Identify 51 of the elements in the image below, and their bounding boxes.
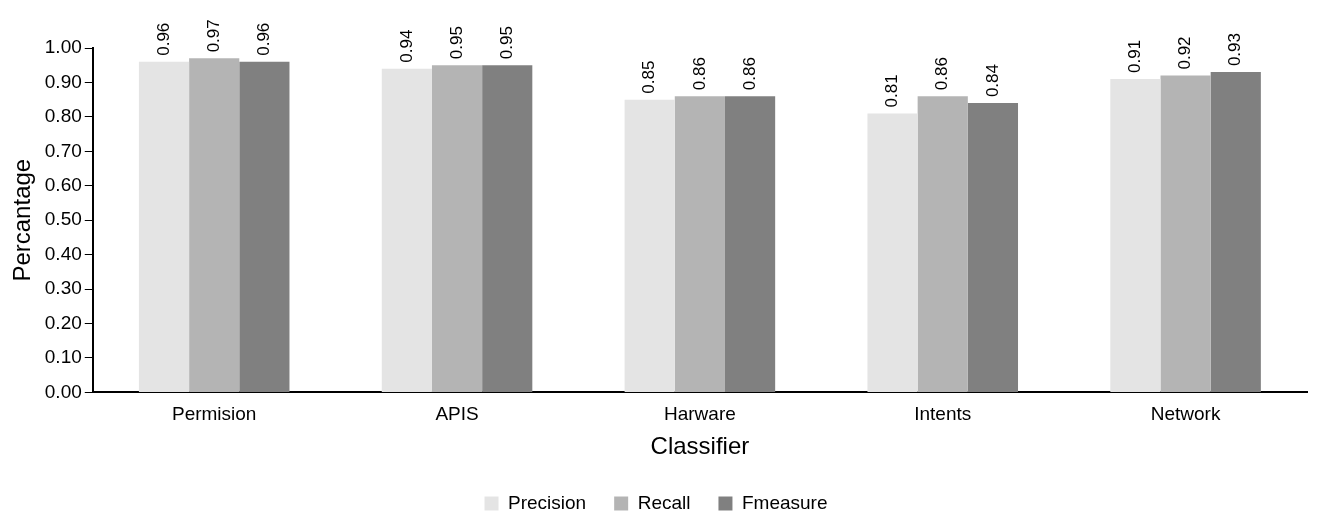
y-tick-label: 0.50 — [44, 208, 82, 230]
y-tick-label: 0.30 — [44, 277, 82, 299]
x-tick-label: Intents — [914, 403, 972, 425]
y-tick-label: 1.00 — [44, 36, 82, 58]
y-tick-label: 0.70 — [44, 139, 82, 161]
bar — [967, 103, 1019, 392]
data-label: 0.85 — [639, 60, 659, 94]
data-label: 0.92 — [1175, 36, 1195, 70]
data-label: 0.95 — [446, 26, 466, 60]
bar — [138, 61, 190, 392]
x-tick-label: Harware — [663, 403, 736, 425]
y-tick-label: 0.20 — [44, 311, 82, 333]
data-label: 0.96 — [153, 22, 173, 56]
data-label: 0.95 — [496, 26, 516, 60]
bar — [867, 113, 918, 392]
data-label: 0.91 — [1125, 39, 1145, 73]
data-label: 0.86 — [689, 57, 709, 91]
data-label: 0.84 — [982, 64, 1002, 98]
x-tick-label: Network — [1150, 403, 1221, 425]
bar — [1210, 72, 1261, 392]
y-tick-label: 0.10 — [44, 346, 82, 368]
bar — [1160, 75, 1211, 392]
data-label: 0.86 — [932, 57, 952, 91]
bar — [431, 65, 483, 392]
data-label: 0.94 — [396, 29, 416, 63]
y-tick-label: 0.80 — [44, 105, 82, 127]
bar — [674, 96, 725, 392]
legend-label: Recall — [637, 491, 691, 513]
x-tick-label: Permision — [171, 403, 257, 425]
y-tick-label: 0.00 — [44, 380, 82, 402]
legend-label: Fmeasure — [741, 491, 828, 513]
y-axis-title: Percantage — [8, 158, 36, 282]
bar — [917, 96, 968, 392]
y-tick-label: 0.40 — [44, 242, 82, 264]
data-label: 0.93 — [1225, 33, 1245, 67]
data-label: 0.81 — [882, 74, 902, 108]
x-tick-label: APIS — [435, 403, 479, 425]
bar — [239, 61, 290, 392]
y-tick-label: 0.60 — [44, 173, 82, 195]
y-tick-label: 0.90 — [44, 70, 82, 92]
x-axis-title: Classifier — [650, 432, 750, 460]
bar — [1110, 79, 1161, 392]
data-label: 0.97 — [203, 19, 223, 53]
legend-label: Precision — [508, 491, 587, 513]
bar — [189, 58, 240, 392]
bar — [624, 99, 675, 392]
data-label: 0.86 — [739, 57, 759, 91]
bar — [724, 96, 776, 392]
bar — [381, 68, 432, 392]
data-label: 0.96 — [254, 22, 274, 56]
bar — [482, 65, 533, 392]
